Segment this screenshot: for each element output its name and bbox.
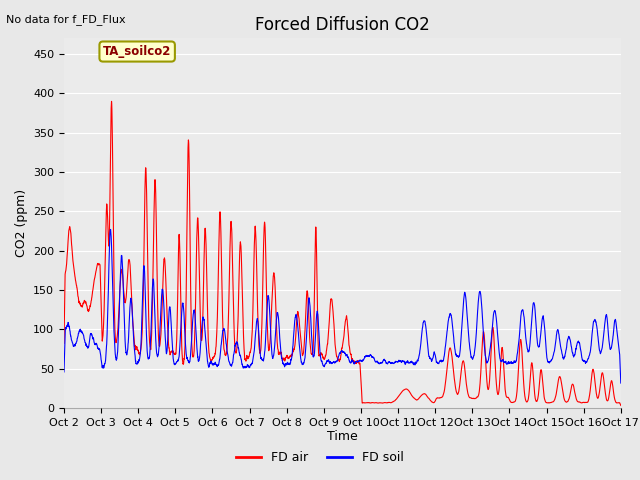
Title: Forced Diffusion CO2: Forced Diffusion CO2	[255, 16, 430, 34]
Text: No data for f_FD_Flux: No data for f_FD_Flux	[6, 14, 126, 25]
Text: TA_soilco2: TA_soilco2	[103, 45, 172, 58]
X-axis label: Time: Time	[327, 431, 358, 444]
Y-axis label: CO2 (ppm): CO2 (ppm)	[15, 189, 28, 257]
Legend: FD air, FD soil: FD air, FD soil	[231, 446, 409, 469]
